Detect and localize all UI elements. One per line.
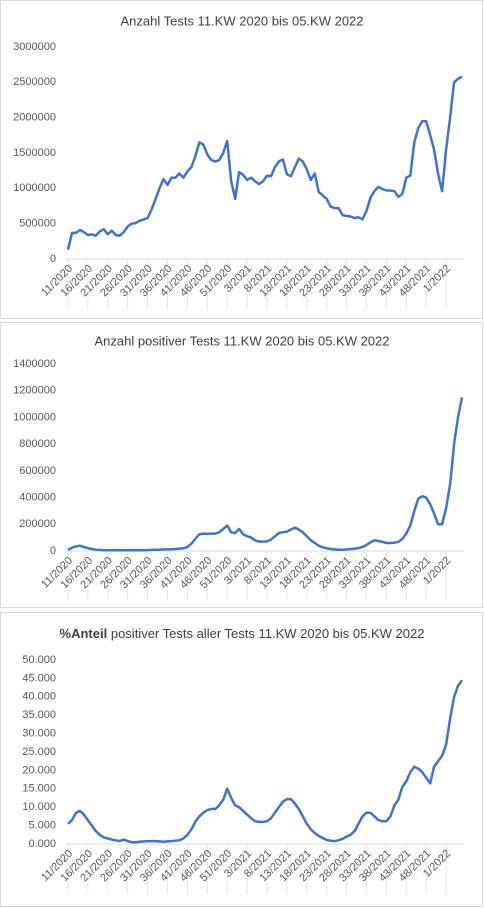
data-line [67, 679, 464, 844]
y-tick-label: 2500000 [13, 76, 56, 88]
panel [0, 612, 483, 907]
y-tick-label: 20.000 [22, 764, 56, 776]
y-tick-label: 15.000 [22, 783, 56, 795]
y-tick-label: 600000 [19, 465, 56, 477]
y-tick-label: 10.000 [22, 801, 56, 813]
panel [0, 322, 483, 608]
data-line [67, 397, 464, 552]
y-tick-label: 3000000 [13, 41, 56, 53]
y-tick-label: 0 [50, 253, 56, 265]
y-tick-label: 1500000 [13, 147, 56, 159]
chart-title: %Anteil positiver Tests aller Tests 11.K… [60, 626, 425, 641]
y-tick-label: 200000 [19, 518, 56, 530]
y-tick-label: 500000 [19, 218, 56, 230]
y-tick-label: 1000000 [13, 411, 56, 423]
data-line [66, 75, 463, 251]
title-bold: %Anteil [60, 626, 108, 641]
y-tick-label: 1400000 [13, 358, 56, 370]
chart-title: Anzahl positiver Tests 11.KW 2020 bis 05… [94, 333, 389, 348]
y-tick-label: 40.000 [22, 691, 56, 703]
y-tick-label: 0.000 [28, 838, 56, 850]
y-tick-label: 5.000 [28, 820, 56, 832]
title-rest: positiver Tests aller Tests 11.KW 2020 b… [111, 626, 425, 641]
panel [0, 0, 483, 319]
y-tick-label: 1000000 [13, 182, 56, 194]
chart-title: Anzahl Tests 11.KW 2020 bis 05.KW 2022 [120, 13, 363, 28]
y-tick-label: 0 [50, 545, 56, 557]
y-tick-label: 30.000 [22, 728, 56, 740]
y-tick-label: 35.000 [22, 709, 56, 721]
y-tick-label: 2000000 [13, 112, 56, 124]
y-tick-label: 400000 [19, 491, 56, 503]
y-tick-label: 1200000 [13, 385, 56, 397]
y-tick-label: 25.000 [22, 746, 56, 758]
y-tick-label: 45.000 [22, 672, 56, 684]
y-tick-label: 50.000 [22, 654, 56, 666]
y-tick-label: 800000 [19, 438, 56, 450]
